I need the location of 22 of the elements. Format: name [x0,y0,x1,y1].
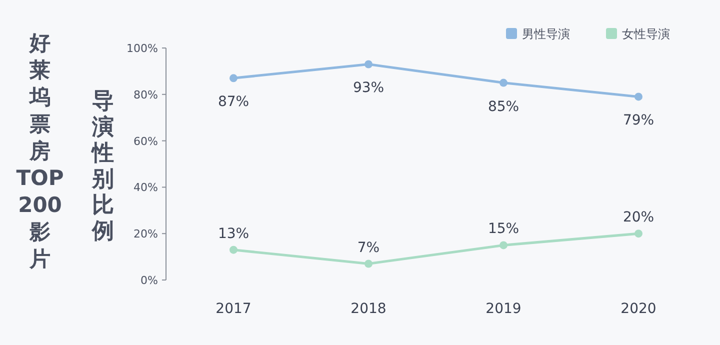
ytick: 40% [134,181,158,194]
ylabel: 导演性别比例 [92,89,114,244]
xtick: 2019 [486,301,522,317]
title: 好莱坞票房 TOP 200 影片 [16,31,64,271]
data-label: 79% [622,112,654,129]
legend-label: 女性导演 [622,27,670,41]
xtick: 2018 [350,301,386,317]
data-label: 93% [352,80,384,96]
xtick: 2020 [620,301,656,317]
ytick: 20% [134,228,158,241]
data-label: 7% [357,240,380,256]
data-label: 85% [488,98,520,115]
legend-label: 男性导演 [522,27,570,41]
ytick: 80% [134,88,158,102]
ytick: 60% [134,134,158,148]
data-label: 20% [622,210,654,226]
ytick: 0% [140,274,158,287]
ytick: 100% [126,42,158,55]
xtick: 2017 [216,301,252,317]
data-label: 87% [218,94,250,110]
data-label: 15% [488,221,520,238]
data-label: 13% [218,226,250,242]
